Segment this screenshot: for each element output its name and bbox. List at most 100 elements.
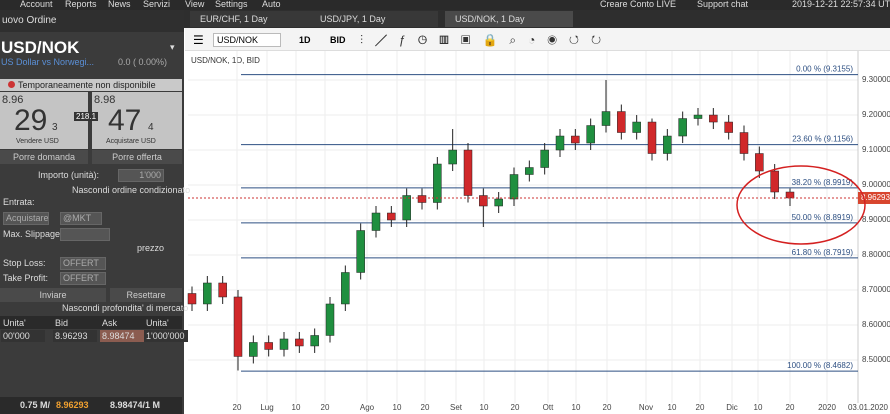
depth-header-cell: Unita'	[146, 318, 169, 328]
live-link[interactable]: Creare Conto LIVE	[600, 0, 677, 9]
candle-body	[249, 342, 258, 357]
menu-item[interactable]: Servizi	[143, 0, 171, 9]
depth-cell: 1'000'000	[144, 330, 188, 342]
candle-body	[647, 121, 657, 154]
entry-type[interactable]: @MKT	[60, 212, 102, 225]
menu-item[interactable]: Account	[20, 0, 53, 9]
take-profit-input[interactable]: OFFERT	[60, 272, 106, 285]
depth-header	[0, 316, 182, 329]
candle-body	[617, 111, 626, 133]
candle-body	[417, 195, 427, 203]
sell-fraction: 3	[52, 122, 58, 133]
candle-body	[739, 132, 749, 154]
x-tick-label: 10	[480, 403, 489, 412]
depth-header-cell: Bid	[55, 318, 69, 328]
panel-title: uovo Ordine	[2, 15, 57, 26]
buy-fraction: 4	[148, 122, 154, 133]
amount-input[interactable]: 1'000	[118, 169, 164, 182]
hide-depth[interactable]: Nascondi profondita' di mercato	[62, 303, 189, 313]
menu-item[interactable]: News	[108, 0, 131, 9]
symbol: USD/NOK	[1, 38, 80, 57]
y-tick-label: 8.80000	[862, 250, 890, 259]
x-tick-label: 10	[754, 403, 763, 412]
candle-body	[571, 135, 580, 144]
stop-loss-input[interactable]: OFFERT	[60, 257, 106, 270]
toolbar	[185, 28, 890, 51]
menu-item[interactable]: Reports	[65, 0, 97, 9]
notice-bar	[0, 79, 182, 91]
fib-label: 23.60 % (9.1156)	[792, 135, 853, 144]
last-price-box	[858, 191, 890, 204]
candle-body	[709, 114, 718, 123]
fib-label: 38.20 % (8.9919)	[792, 178, 854, 187]
depth-cell: 00'000	[1, 330, 45, 342]
depth-header-cell: Ask	[102, 318, 118, 328]
x-tick-label: 10	[292, 403, 301, 412]
menu-bar	[0, 0, 890, 10]
x-tick-label: 10	[393, 403, 402, 412]
candle-body	[356, 230, 365, 273]
stop-loss-label: Stop Loss:	[3, 258, 46, 268]
tab[interactable]: USD/NOK, 1 Day	[445, 11, 573, 27]
candle-body	[632, 121, 641, 133]
bid-button[interactable]: Porre domanda	[0, 150, 88, 164]
depth-header-cell: Unita'	[3, 318, 26, 328]
clock: 2019-12-21 22:57:34 UTC	[792, 0, 890, 9]
candle-body	[448, 149, 457, 165]
candle-body	[264, 342, 273, 350]
candle-body	[218, 282, 227, 298]
candle-body	[678, 118, 687, 137]
period-button[interactable]: 1D	[299, 35, 311, 45]
x-tick-label: Lug	[260, 403, 273, 412]
symbol-input[interactable]: USD/NOK	[213, 33, 281, 47]
support-link[interactable]: Support chat	[697, 0, 749, 9]
send-button[interactable]: Inviare	[0, 288, 106, 302]
last-price-label: 8.96293	[861, 193, 890, 202]
y-tick-label: 9.10000	[862, 145, 890, 154]
tab[interactable]: EUR/CHF, 1 Day	[190, 11, 318, 27]
fib-label: 0.00 % (9.3155)	[796, 65, 853, 74]
candle-body	[755, 153, 764, 172]
candle-body	[663, 135, 672, 154]
y-tick-label: 9.00000	[862, 180, 890, 189]
spread: 218.1	[74, 112, 99, 121]
menu-item[interactable]: Auto	[262, 0, 281, 9]
annotation-circle	[736, 165, 866, 245]
notice-icon	[8, 81, 15, 88]
slippage-input[interactable]	[60, 228, 110, 241]
offer-button[interactable]: Porre offerta	[92, 150, 182, 164]
menu-item[interactable]: View	[185, 0, 205, 9]
candle-body	[770, 170, 779, 193]
footer-bid: 8.96293	[56, 400, 89, 410]
candle-body	[371, 212, 381, 231]
symbol-dropdown[interactable]: ▾	[170, 42, 175, 52]
candle-body	[540, 149, 549, 168]
candle-body	[341, 272, 350, 305]
buy-pips: 47	[108, 104, 142, 137]
tool-icons[interactable]: ⫶╱ƒ◷▥▣🔒⌕◔◉↺↻	[360, 33, 614, 47]
candle-body	[494, 198, 503, 207]
buy-box[interactable]	[92, 92, 182, 149]
hide-conditional[interactable]: Nascondi ordine condizionato	[72, 185, 191, 195]
description: US Dollar vs Norwegi...	[1, 57, 95, 67]
fib-label: 100.00 % (8.4682)	[787, 361, 853, 370]
sell-pips: 29	[14, 104, 48, 137]
candle-body	[279, 338, 289, 350]
x-tick-label: 10	[572, 403, 581, 412]
fib-label: 61.80 % (8.7919)	[792, 248, 854, 257]
menu-icon[interactable]: ☰	[193, 33, 204, 47]
entry-side[interactable]: Acquistare	[3, 212, 49, 225]
side-button[interactable]: BID	[330, 35, 346, 45]
x-tick-label: 20	[233, 403, 242, 412]
candle-body	[693, 114, 703, 119]
x-tick-label: 20	[511, 403, 520, 412]
x-tick-label: 20	[421, 403, 430, 412]
tab[interactable]: USD/JPY, 1 Day	[310, 11, 438, 27]
reset-button[interactable]: Resettare	[110, 288, 182, 302]
x-tick-label: Set	[450, 403, 463, 412]
menu-item[interactable]: Settings	[215, 0, 248, 9]
candle-body	[586, 125, 595, 144]
notice: Temporaneamente non disponibile	[18, 80, 156, 90]
sell-box[interactable]	[0, 92, 88, 149]
